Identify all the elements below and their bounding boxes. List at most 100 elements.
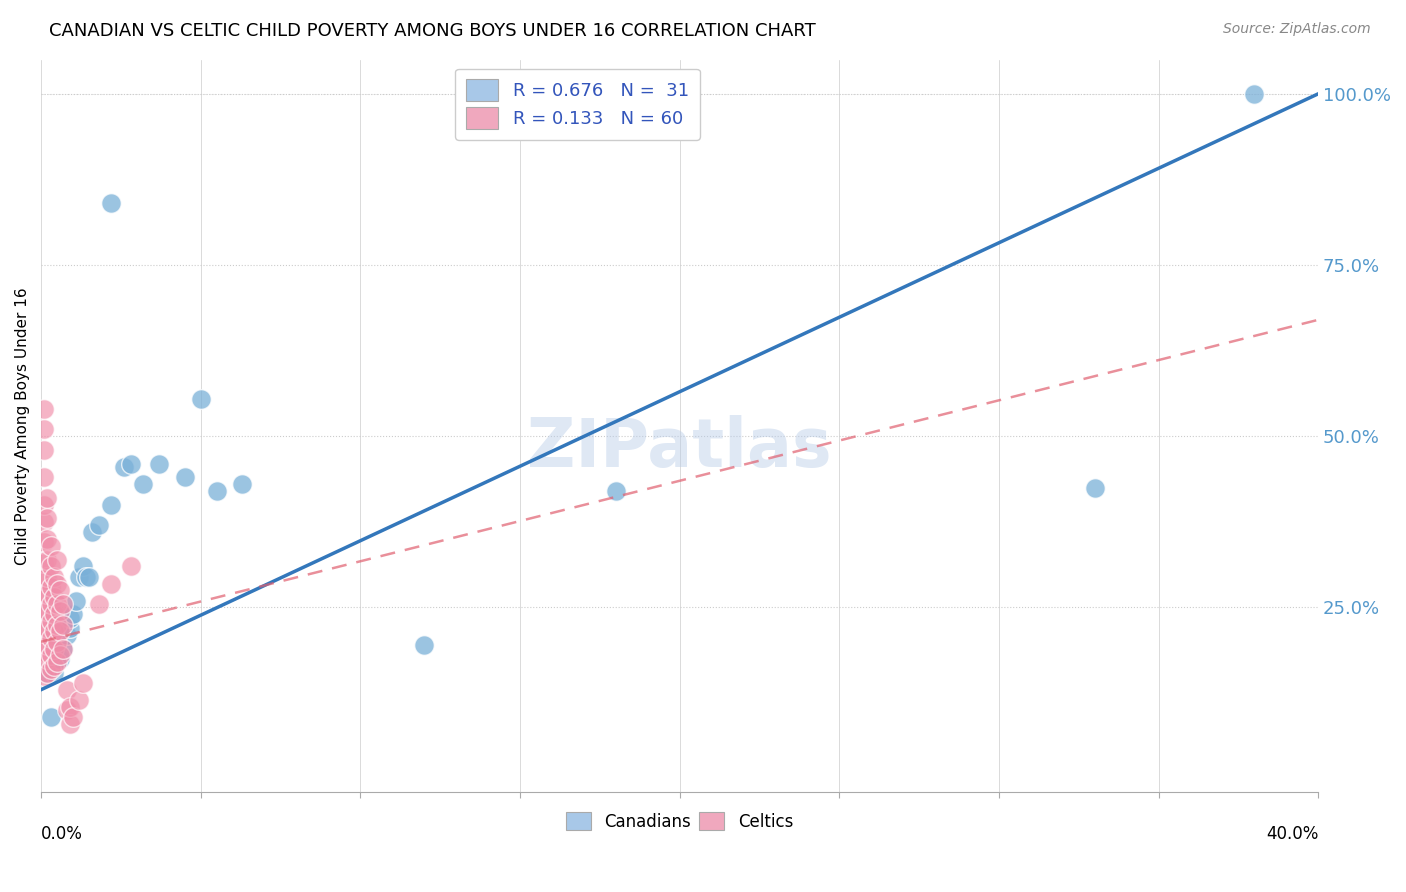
Point [46,552,69,566]
Point [37,604,59,618]
Point [37,665,59,680]
Point [37,552,59,566]
Point [231,477,253,491]
Text: Source: ZipAtlas.com: Source: ZipAtlas.com [1223,22,1371,37]
Point [39,597,62,611]
Point [132,477,155,491]
Point [148,457,170,471]
Point [34,401,56,416]
Point [173,470,195,484]
Point [49,583,72,598]
Legend: Canadians, Celtics: Canadians, Celtics [558,804,801,839]
Point [46,617,69,632]
Point [42,569,65,583]
Point [82,525,104,540]
Point [37,587,59,601]
Text: 40.0%: 40.0% [1265,825,1319,844]
Point [34,624,56,639]
Point [1243,87,1265,101]
Point [37,491,59,505]
Point [46,576,69,591]
Point [42,665,65,680]
Text: 0.0%: 0.0% [41,825,83,844]
Point [39,710,62,724]
Point [190,392,212,406]
Point [62,710,84,724]
Point [65,593,87,607]
Point [39,614,62,628]
Point [52,617,75,632]
Point [37,638,59,652]
Point [42,658,65,673]
Point [100,196,122,211]
Point [52,641,75,656]
Point [42,607,65,622]
Point [1084,481,1107,495]
Point [34,604,56,618]
Point [34,669,56,683]
Point [34,535,56,549]
Point [55,682,77,697]
Point [34,498,56,512]
Point [87,597,110,611]
Point [59,611,82,625]
Point [34,573,56,587]
Point [100,498,122,512]
Point [39,580,62,594]
Point [37,652,59,666]
Point [34,556,56,570]
Point [413,638,436,652]
Point [46,634,69,648]
Point [52,641,75,656]
Point [42,624,65,639]
Point [120,457,142,471]
Point [59,717,82,731]
Point [34,422,56,436]
Point [59,699,82,714]
Point [39,632,62,646]
Point [34,645,56,659]
Point [37,621,59,635]
Point [52,597,75,611]
Point [72,676,94,690]
Point [34,470,56,484]
Point [67,693,90,707]
Point [205,484,228,499]
Point [39,662,62,676]
Point [49,604,72,618]
Y-axis label: Child Poverty Among Boys Under 16: Child Poverty Among Boys Under 16 [15,287,30,565]
Point [39,648,62,663]
Point [75,569,97,583]
Point [72,559,94,574]
Point [37,532,59,546]
Point [42,591,65,605]
Point [49,648,72,663]
Point [42,641,65,656]
Point [62,607,84,622]
Point [37,511,59,525]
Point [49,652,72,666]
Point [39,559,62,574]
Point [37,569,59,583]
Point [112,460,135,475]
Point [34,442,56,457]
Point [87,518,110,533]
Point [55,628,77,642]
Text: CANADIAN VS CELTIC CHILD POVERTY AMONG BOYS UNDER 16 CORRELATION CHART: CANADIAN VS CELTIC CHILD POVERTY AMONG B… [49,22,815,40]
Point [49,624,72,639]
Point [46,597,69,611]
Point [39,539,62,553]
Point [59,621,82,635]
Point [34,587,56,601]
Point [67,569,90,583]
Point [46,652,69,666]
Point [55,703,77,717]
Point [120,559,142,574]
Point [605,484,627,499]
Point [34,515,56,529]
Point [77,569,100,583]
Text: ZIPatlas: ZIPatlas [527,415,832,481]
Point [100,576,122,591]
Point [52,617,75,632]
Point [46,655,69,669]
